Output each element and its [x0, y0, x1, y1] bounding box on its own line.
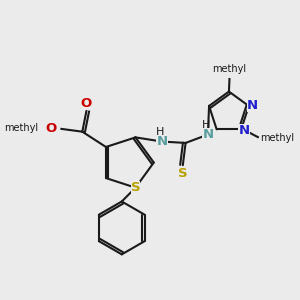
Text: S: S	[178, 167, 188, 179]
Text: N: N	[238, 124, 250, 137]
Text: H: H	[155, 127, 164, 137]
Text: N: N	[156, 135, 167, 148]
Text: methyl: methyl	[4, 123, 38, 133]
Text: H: H	[202, 120, 210, 130]
Text: O: O	[81, 97, 92, 110]
Text: S: S	[131, 181, 140, 194]
Text: O: O	[45, 122, 56, 135]
Text: methyl: methyl	[260, 133, 294, 143]
Text: N: N	[247, 99, 258, 112]
Text: methyl: methyl	[212, 64, 247, 74]
Text: N: N	[202, 128, 213, 141]
